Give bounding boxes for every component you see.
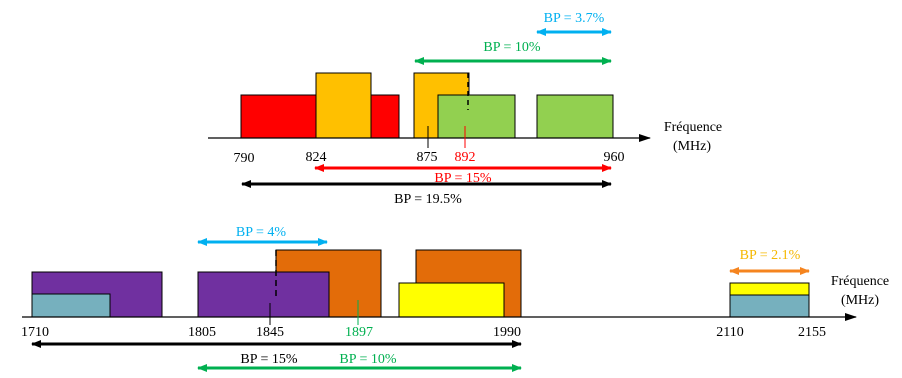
bottom-band-teal-left (31, 293, 111, 318)
bottom-diagram: 1710 1805 1845 1897 1990 2110 2155 Fréqu… (21, 225, 889, 372)
top-band-green-left (437, 94, 516, 139)
top-axis-label-unit: (MHz) (673, 139, 711, 154)
tick-label-790: 790 (234, 151, 255, 166)
tick-label-892: 892 (455, 150, 476, 165)
bottom-band-yellow-left (398, 282, 505, 318)
bottom-band-purple-right (197, 271, 330, 318)
top-diagram: 790 824 875 892 960 Fréquence (MHz) BP =… (208, 11, 722, 207)
bottom-axis-label-frequency: Fréquence (831, 274, 889, 289)
tick-label-960: 960 (604, 150, 625, 165)
tick-label-2110: 2110 (716, 325, 743, 340)
tick-label-824: 824 (306, 150, 327, 165)
label-bp-3-7: BP = 3.7% (544, 11, 605, 26)
label-bp-10-bottom: BP = 10% (339, 352, 397, 367)
tick-label-1805: 1805 (188, 325, 216, 340)
top-band-green-right (536, 94, 614, 139)
bottom-band-yellow-right (729, 282, 810, 296)
tick-label-1845: 1845 (256, 325, 284, 340)
bottom-band-teal-right (729, 294, 810, 318)
tick-label-1897: 1897 (345, 325, 373, 340)
tick-label-1710: 1710 (21, 325, 49, 340)
tick-label-1990: 1990 (493, 325, 521, 340)
tick-label-875: 875 (417, 150, 438, 165)
tick-label-2155: 2155 (798, 325, 826, 340)
bottom-axis-label-unit: (MHz) (841, 293, 879, 308)
label-bp-4: BP = 4% (236, 225, 287, 240)
top-band-orange-left (315, 72, 372, 139)
label-bp-2-1: BP = 2.1% (740, 248, 801, 263)
top-axis-label-frequency: Fréquence (664, 120, 722, 135)
label-bp-15-bottom: BP = 15% (240, 352, 298, 367)
label-bp-10-top: BP = 10% (483, 40, 541, 55)
label-bp-19-5: BP = 19.5% (394, 192, 462, 207)
